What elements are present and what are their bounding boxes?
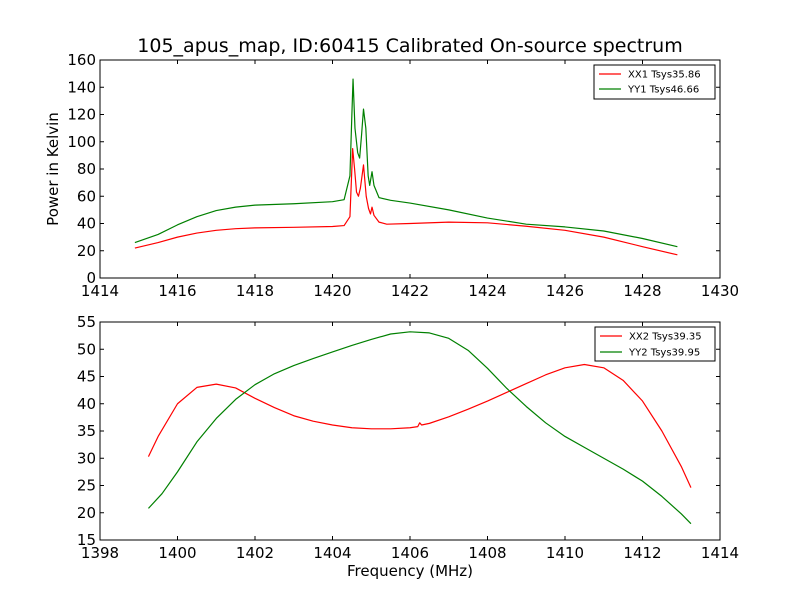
top-x-tick-label: 1414 xyxy=(81,282,119,300)
bottom-plot-series xyxy=(147,331,692,525)
top-legend-box xyxy=(593,64,716,100)
bottom-y-tick-label: 30 xyxy=(77,449,96,467)
top-y-tick-label: 0 xyxy=(86,269,96,287)
bottom-y-tick-label: 45 xyxy=(77,368,96,386)
top-y-tick-label: 20 xyxy=(77,242,96,260)
top-x-tick-label: 1430 xyxy=(701,282,739,300)
top-x-tick-label: 1426 xyxy=(546,282,584,300)
top-axis-ticks: 1414 1416 1418 1420 1422 1424 1426 1428 1430 0 20 4… xyxy=(67,51,739,300)
bottom-legend: XX2 Tsys39.35 YY2 Tsys39.95 xyxy=(594,326,716,362)
top-x-tick-label: 1424 xyxy=(468,282,506,300)
bottom-y-tick-label: 25 xyxy=(77,477,96,495)
chart-title: 105_apus_map, ID:60415 Calibrated On-sou… xyxy=(137,35,682,57)
top-y-axis-label: Power in Kelvin xyxy=(44,112,62,226)
top-x-tick-label: 1416 xyxy=(158,282,196,300)
top-legend-label-yy1: YY1 Tsys46.66 xyxy=(627,85,699,96)
bottom-x-tick-label: 1404 xyxy=(313,544,351,562)
bottom-x-axis-label: Frequency (MHz) xyxy=(347,562,473,580)
top-legend-label-xx1: XX1 Tsys35.86 xyxy=(628,70,701,81)
top-x-tick-label: 1418 xyxy=(236,282,274,300)
top-x-tick-label: 1420 xyxy=(313,282,351,300)
bottom-x-tick-label: 1406 xyxy=(391,544,429,562)
top-y-tick-label: 60 xyxy=(77,187,96,205)
top-plot-series xyxy=(134,78,678,256)
top-y-tick-label: 80 xyxy=(77,160,96,178)
bottom-x-tick-label: 1414 xyxy=(701,544,739,562)
bottom-legend-label-xx2: XX2 Tsys39.35 xyxy=(629,332,702,343)
top-y-tick-label: 100 xyxy=(67,133,96,151)
bottom-x-tick-label: 1410 xyxy=(546,544,584,562)
top-series-line-xx xyxy=(134,147,678,256)
bottom-y-tick-label: 35 xyxy=(77,422,96,440)
bottom-legend-box xyxy=(594,326,716,362)
bottom-x-tick-label: 1412 xyxy=(623,544,661,562)
bottom-axis-ticks: 1398 1400 1402 1404 1406 1408 1410 1412 1414 15 20… xyxy=(77,313,739,562)
bottom-x-tick-label: 1400 xyxy=(158,544,196,562)
bottom-series-line-xx xyxy=(147,363,692,488)
top-series-line-yy xyxy=(134,78,678,248)
top-y-tick-label: 160 xyxy=(67,51,96,69)
top-y-tick-label: 40 xyxy=(77,215,96,233)
bottom-x-tick-label: 1398 xyxy=(81,544,119,562)
bottom-legend-label-yy2: YY2 Tsys39.95 xyxy=(628,348,700,359)
bottom-y-tick-label: 20 xyxy=(77,504,96,522)
bottom-series-line-yy xyxy=(147,331,692,525)
bottom-y-tick-label: 50 xyxy=(77,340,96,358)
top-x-tick-label: 1422 xyxy=(391,282,429,300)
bottom-x-tick-label: 1402 xyxy=(236,544,274,562)
bottom-x-tick-label: 1408 xyxy=(468,544,506,562)
bottom-y-tick-label: 15 xyxy=(77,531,96,549)
top-x-tick-label: 1428 xyxy=(623,282,661,300)
top-y-tick-label: 140 xyxy=(67,78,96,96)
top-legend: XX1 Tsys35.86 YY1 Tsys46.66 xyxy=(593,64,716,100)
bottom-y-tick-label: 40 xyxy=(77,395,96,413)
bottom-y-tick-label: 55 xyxy=(77,313,96,331)
top-y-tick-label: 120 xyxy=(67,106,96,124)
